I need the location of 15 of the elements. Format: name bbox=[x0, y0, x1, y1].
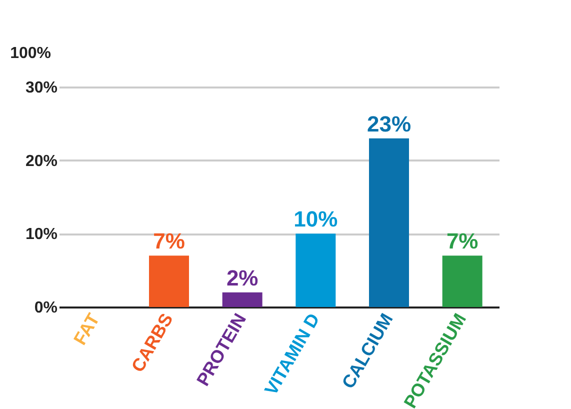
data-label: 2% bbox=[226, 265, 258, 290]
y-tick-label: 10% bbox=[25, 226, 58, 244]
data-label: 10% bbox=[294, 206, 338, 232]
y-tick-label: 20% bbox=[25, 152, 58, 170]
text: 100% bbox=[10, 45, 51, 62]
y-tick-label: 0% bbox=[34, 300, 58, 316]
bar bbox=[296, 234, 336, 307]
data-label: 23% bbox=[366, 111, 412, 136]
bar bbox=[369, 138, 409, 307]
bar bbox=[149, 256, 189, 307]
bar bbox=[442, 256, 482, 307]
data-label: 7% bbox=[446, 228, 478, 254]
data-label: 7% bbox=[153, 228, 185, 254]
y-tick-label: 30% bbox=[25, 80, 58, 96]
bar bbox=[222, 292, 262, 307]
